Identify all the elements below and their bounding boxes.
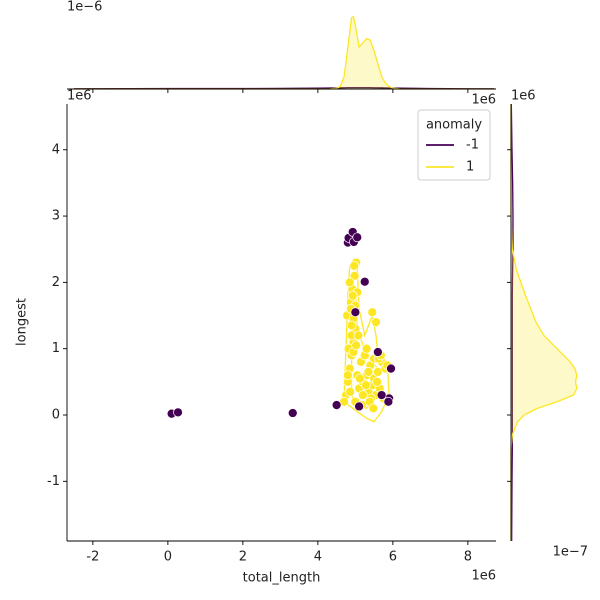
- kde-line: [74, 15, 495, 90]
- scatter-point: [346, 320, 357, 331]
- scatter-point: [343, 370, 353, 381]
- scatter-point: [354, 401, 364, 412]
- kde-area: [511, 104, 577, 541]
- scatter-point: [344, 277, 355, 288]
- x-tick-label: -2: [86, 550, 99, 565]
- scatter-point: [386, 363, 396, 374]
- scatter-point: [347, 290, 358, 301]
- x-offset-label: 1e−7: [553, 545, 588, 560]
- x-tick-label: 6: [389, 550, 397, 565]
- x-tick-label: 0: [164, 550, 172, 565]
- x-tick-label: 8: [464, 550, 472, 565]
- x-tick-label: 4: [314, 550, 322, 565]
- scatter-point: [352, 232, 363, 243]
- y-tick-label: 0: [52, 408, 60, 423]
- y-tick-label: 1: [52, 341, 60, 356]
- scatter-point: [349, 260, 360, 271]
- legend-title: anomaly: [426, 118, 482, 133]
- kde-area: [74, 16, 495, 89]
- y-tick-label: -1: [47, 474, 60, 489]
- scatter-point: [373, 347, 383, 357]
- scatter-point: [287, 408, 298, 418]
- scatter-point: [353, 330, 364, 341]
- kde-line: [510, 103, 514, 542]
- kde-line: [510, 104, 578, 541]
- x-axis-label: total_length: [243, 571, 321, 586]
- scatter-point: [349, 270, 360, 281]
- x-offset-label: 1e6: [471, 93, 496, 108]
- x-tick-label: 2: [239, 550, 247, 565]
- legend-label: -1: [466, 138, 479, 153]
- scatter-point: [368, 403, 379, 414]
- legend-label: 1: [466, 160, 474, 175]
- scatter-point: [351, 340, 361, 351]
- scatter-point: [367, 307, 378, 318]
- scatter-point: [361, 380, 371, 391]
- y-offset-label: 1e6: [67, 89, 92, 104]
- scatter-point: [173, 407, 183, 418]
- scatter-point: [383, 396, 394, 407]
- scatter-point: [371, 317, 381, 328]
- y-offset-label: 1e6: [511, 89, 536, 104]
- scatter-point: [361, 343, 372, 354]
- scatter-point: [331, 400, 342, 410]
- y-tick-label: 3: [52, 209, 60, 224]
- scatter-point: [372, 376, 382, 387]
- y-offset-label: 1e−6: [67, 0, 102, 15]
- scatter-point: [350, 307, 361, 318]
- scatter-point: [363, 367, 374, 377]
- scatter-point: [376, 390, 387, 400]
- y-tick-label: 4: [52, 142, 60, 157]
- scatter-point: [345, 386, 355, 397]
- y-axis-label: longest: [15, 298, 30, 346]
- scatter-point: [359, 276, 370, 287]
- legend: anomaly -1 1: [417, 109, 491, 181]
- scatter-point: [355, 373, 365, 384]
- scatter-point: [358, 390, 368, 400]
- x-offset-label: 1e6: [471, 569, 496, 584]
- y-tick-label: 2: [52, 275, 60, 290]
